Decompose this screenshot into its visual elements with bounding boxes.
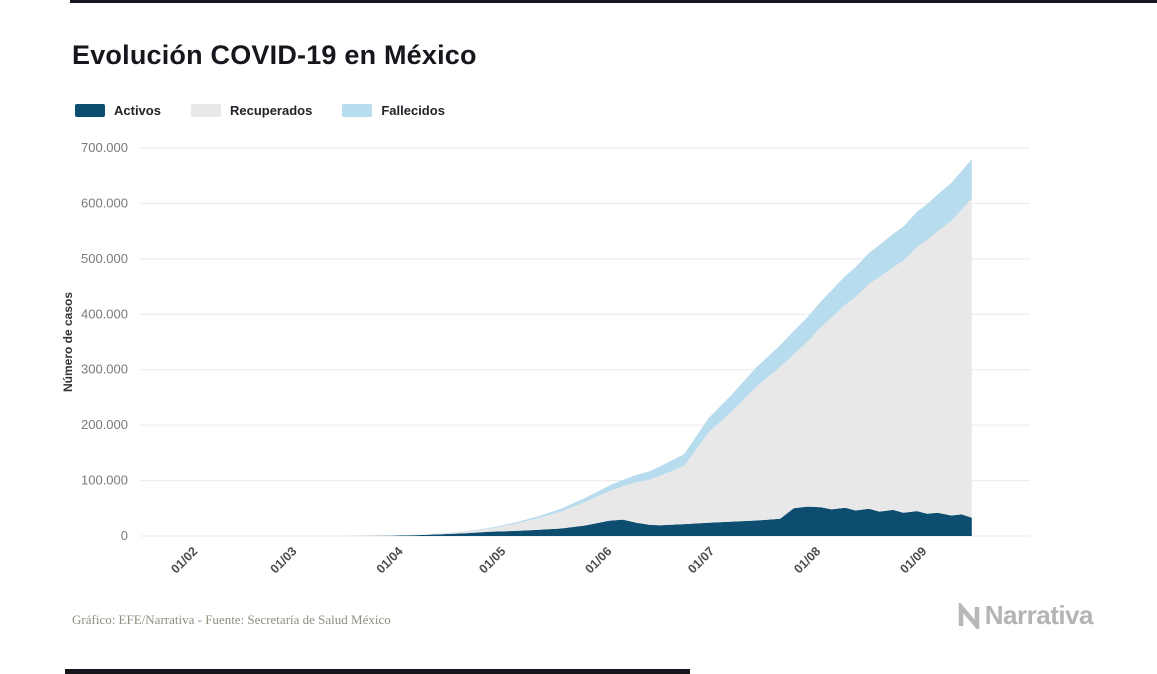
legend-label: Activos bbox=[114, 103, 161, 118]
chart-title: Evolución COVID-19 en México bbox=[72, 40, 477, 70]
narrativa-logo-text: Narrativa bbox=[984, 600, 1094, 630]
narrativa-logo: Narrativa bbox=[956, 600, 1094, 631]
svg-text:01/02: 01/02 bbox=[168, 544, 200, 576]
svg-text:700.000: 700.000 bbox=[81, 140, 128, 155]
legend-label: Recuperados bbox=[229, 103, 313, 118]
source-credit: Gráfico: EFE/Narrativa - Fuente: Secreta… bbox=[72, 612, 391, 627]
svg-text:01/07: 01/07 bbox=[685, 544, 717, 576]
bottom-rule bbox=[65, 669, 690, 674]
svg-text:01/03: 01/03 bbox=[268, 544, 300, 576]
chart-legend: Activos Recuperados Fallecidos bbox=[75, 103, 445, 118]
svg-text:500.000: 500.000 bbox=[81, 251, 128, 266]
svg-text:0: 0 bbox=[121, 528, 128, 543]
stacked-area-chart: 0 100.000 200.000 300.000 400.000 500.000 600.… bbox=[40, 128, 1100, 598]
legend-item-recuperados: Recuperados bbox=[190, 103, 313, 118]
svg-text:01/05: 01/05 bbox=[476, 544, 508, 576]
legend-item-activos: Activos bbox=[75, 103, 161, 118]
legend-label: Fallecidos bbox=[381, 103, 445, 118]
legend-swatch bbox=[75, 104, 105, 117]
legend-item-fallecidos: Fallecidos bbox=[342, 103, 445, 118]
chart-svg: 0 100.000 200.000 300.000 400.000 500.000 600.… bbox=[81, 140, 1030, 576]
svg-text:100.000: 100.000 bbox=[81, 473, 128, 488]
svg-text:400.000: 400.000 bbox=[81, 306, 128, 321]
top-rule bbox=[70, 0, 1157, 3]
svg-text:01/09: 01/09 bbox=[897, 544, 929, 576]
svg-text:01/06: 01/06 bbox=[582, 544, 614, 576]
narrativa-logo-icon bbox=[958, 602, 980, 629]
legend-swatch bbox=[190, 104, 221, 117]
svg-text:300.000: 300.000 bbox=[81, 362, 128, 377]
svg-text:200.000: 200.000 bbox=[81, 417, 128, 432]
svg-text:01/08: 01/08 bbox=[791, 544, 823, 576]
legend-swatch bbox=[342, 104, 373, 117]
svg-text:600.000: 600.000 bbox=[81, 195, 128, 210]
svg-text:01/04: 01/04 bbox=[374, 544, 406, 576]
